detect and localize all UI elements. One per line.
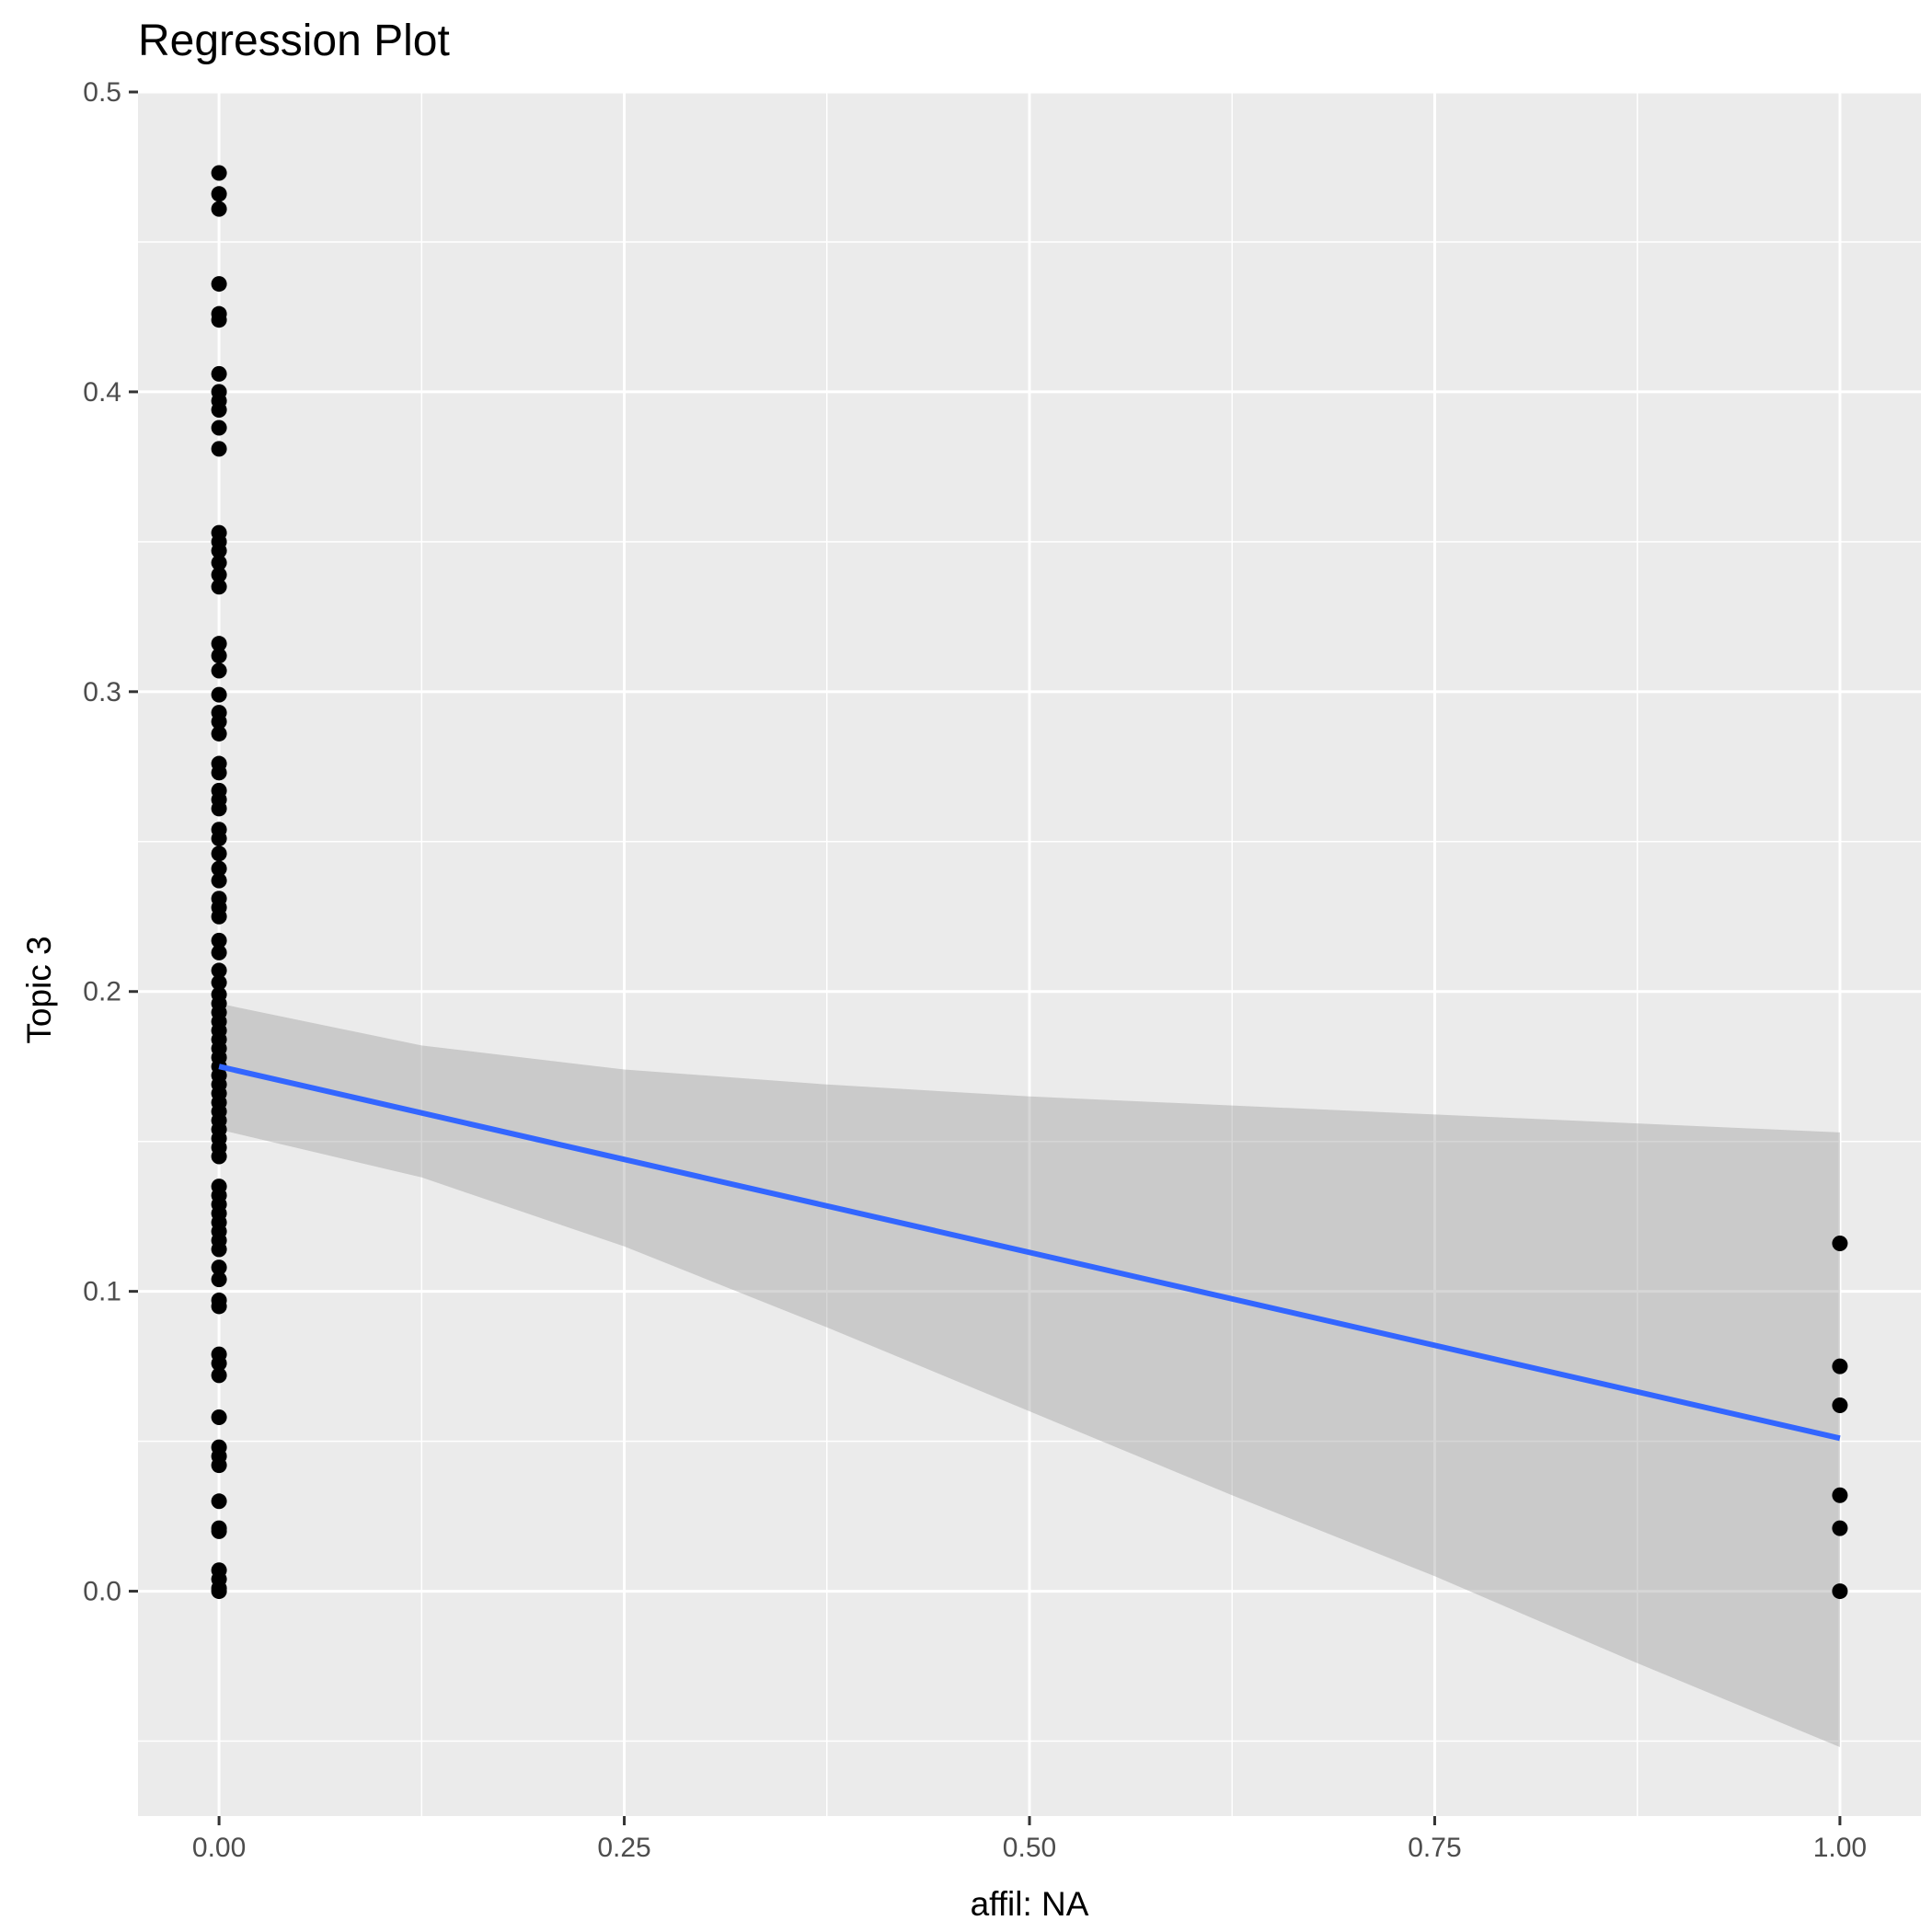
data-point — [1832, 1236, 1848, 1252]
x-axis: 0.00 0.25 0.50 0.75 1.00 — [192, 1816, 1867, 1863]
data-point — [211, 1523, 227, 1539]
data-point — [211, 831, 227, 847]
x-tick-label: 0.75 — [1408, 1833, 1461, 1863]
data-point — [1832, 1520, 1848, 1536]
y-tick-label: 0.3 — [83, 677, 121, 707]
data-point — [211, 962, 227, 979]
x-tick-label: 1.00 — [1813, 1833, 1867, 1863]
y-axis: 0.0 0.1 0.2 0.3 0.4 0.5 — [83, 77, 138, 1607]
data-point — [211, 800, 227, 817]
data-point — [211, 908, 227, 925]
data-point — [211, 1493, 227, 1510]
data-point — [211, 165, 227, 181]
y-tick-label: 0.4 — [83, 377, 121, 408]
y-tick-label: 0.0 — [83, 1577, 121, 1607]
data-point — [211, 401, 227, 418]
data-point — [211, 662, 227, 679]
data-point — [211, 201, 227, 217]
confidence-band — [219, 1003, 1840, 1747]
x-tick-label: 0.50 — [1003, 1833, 1056, 1863]
data-point — [211, 365, 227, 382]
data-point — [211, 579, 227, 595]
data-point — [211, 1355, 227, 1372]
data-point — [211, 974, 227, 991]
data-point — [211, 872, 227, 889]
y-tick-label: 0.2 — [83, 977, 121, 1007]
data-point — [1832, 1358, 1848, 1374]
data-point — [211, 1457, 227, 1474]
data-point — [211, 543, 227, 559]
data-point — [211, 420, 227, 436]
data-point — [211, 1259, 227, 1276]
x-tick-label: 0.00 — [192, 1833, 246, 1863]
x-tick-label: 0.25 — [597, 1833, 650, 1863]
data-point — [211, 636, 227, 652]
data-point — [211, 944, 227, 960]
x-axis-title: affil: NA — [971, 1885, 1089, 1923]
data-point — [1832, 1397, 1848, 1413]
regression-line — [218, 1064, 1841, 1442]
data-point — [1832, 1487, 1848, 1503]
data-point — [211, 725, 227, 742]
data-point — [211, 845, 227, 862]
data-point — [211, 932, 227, 949]
data-point — [211, 860, 227, 877]
data-point — [211, 765, 227, 781]
data-point — [211, 1271, 227, 1288]
data-point — [211, 555, 227, 571]
data-point — [211, 567, 227, 583]
data-point — [211, 1409, 227, 1426]
data-point — [211, 312, 227, 328]
data-point — [211, 186, 227, 202]
y-tick-label: 0.5 — [83, 77, 121, 108]
data-point — [211, 1148, 227, 1165]
data-point — [211, 648, 227, 664]
y-axis-title: Topic 3 — [20, 936, 58, 1043]
data-point — [211, 1298, 227, 1315]
chart-title: Regression Plot — [138, 17, 450, 65]
data-point — [211, 276, 227, 293]
data-points — [211, 165, 1848, 1600]
data-point — [211, 686, 227, 703]
data-point — [211, 1241, 227, 1258]
data-point — [1832, 1583, 1848, 1600]
data-point — [211, 1367, 227, 1384]
data-point — [211, 713, 227, 730]
data-point — [211, 1583, 227, 1600]
y-tick-label: 0.1 — [83, 1277, 121, 1307]
data-point — [211, 441, 227, 457]
